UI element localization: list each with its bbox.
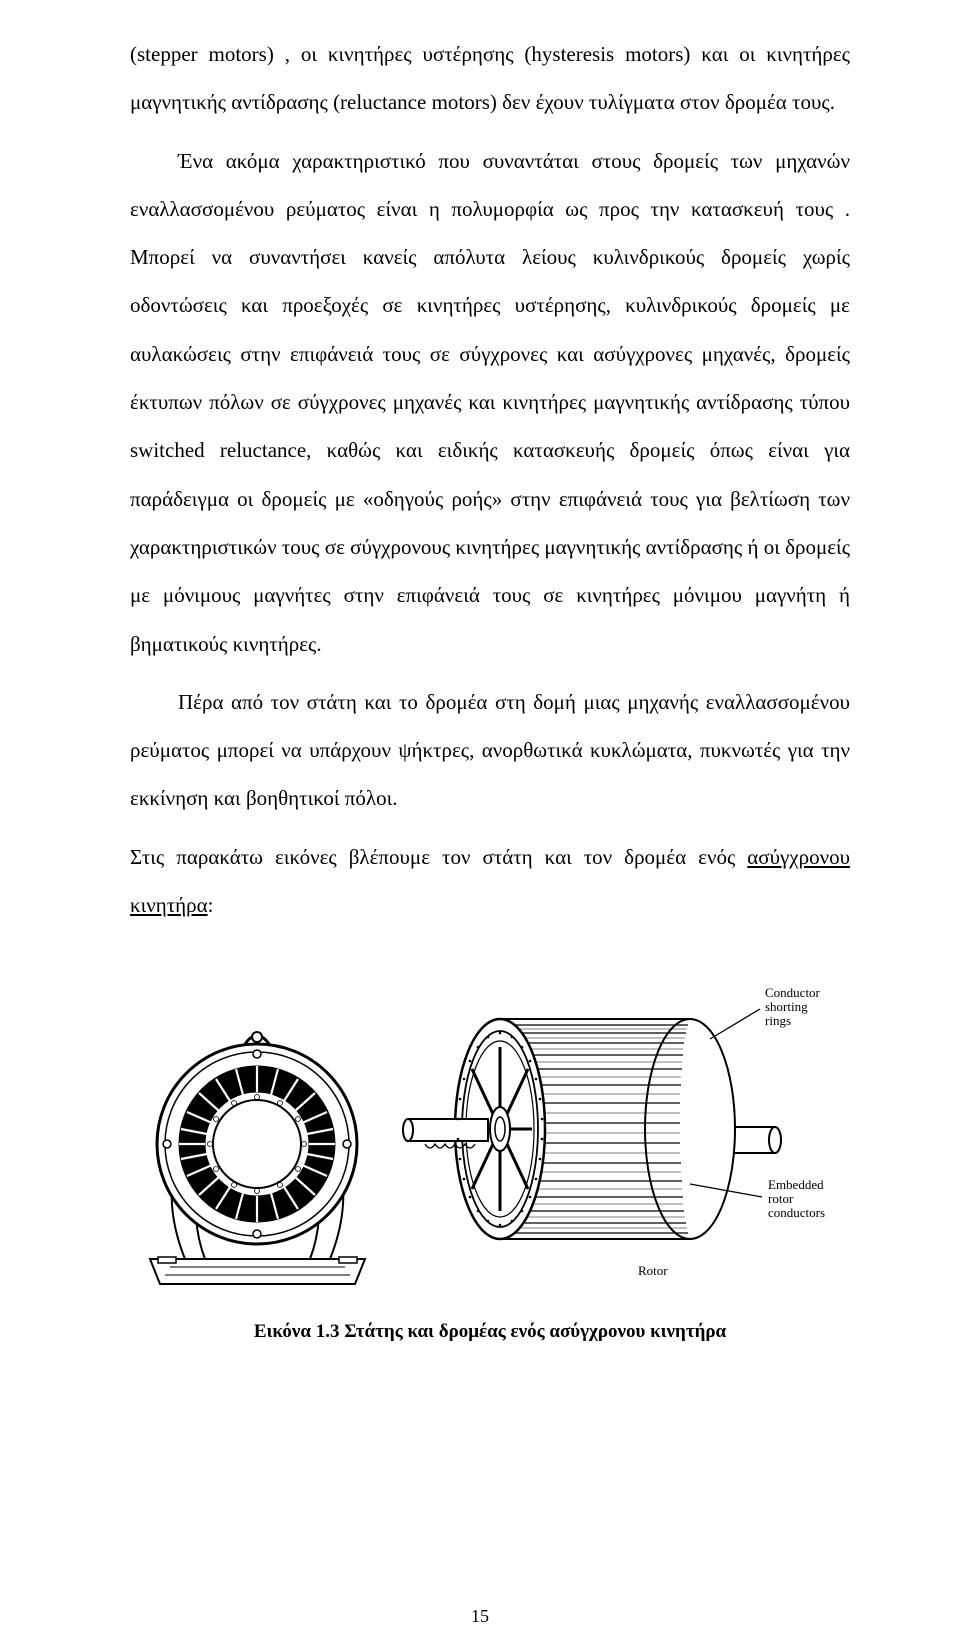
label-conductor: Conductor shorting rings <box>765 985 823 1028</box>
paragraph-2-text: Ένα ακόμα χαρακτηριστικό που συναντάται … <box>130 149 850 656</box>
figure-caption: Εικόνα 1.3 Στάτης και δρομέας ενός ασύγχ… <box>254 1321 726 1343</box>
label-rotor: Rotor <box>638 1263 668 1278</box>
paragraph-2: Ένα ακόμα χαρακτηριστικό που συναντάται … <box>130 137 850 668</box>
paragraph-3: Πέρα από τον στάτη και το δρομέα στη δομ… <box>130 678 850 823</box>
figure-row: Conductor shorting rings Embedded rotor … <box>130 979 850 1299</box>
paragraph-1: (stepper motors) , οι κινητήρες υστέρηση… <box>130 30 850 127</box>
page-number: 15 <box>0 1606 960 1627</box>
paragraph-4c: : <box>208 893 214 917</box>
paragraph-3-text: Πέρα από τον στάτη και το δρομέα στη δομ… <box>130 690 850 811</box>
stator-illustration <box>130 1009 385 1289</box>
rotor-illustration: Conductor shorting rings Embedded rotor … <box>390 979 850 1299</box>
paragraph-4a: Στις παρακάτω εικόνες βλέπουμε τον στάτη… <box>130 845 747 869</box>
page: (stepper motors) , οι κινητήρες υστέρηση… <box>0 0 960 1647</box>
label-embedded: Embedded rotor conductors <box>768 1177 827 1220</box>
paragraph-4: Στις παρακάτω εικόνες βλέπουμε τον στάτη… <box>130 833 850 930</box>
figure-area: Conductor shorting rings Embedded rotor … <box>130 979 850 1343</box>
